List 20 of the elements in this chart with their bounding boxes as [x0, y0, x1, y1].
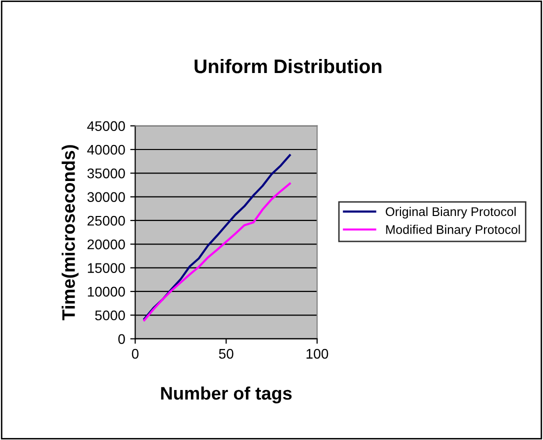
- legend-label: Modified Binary Protocol: [386, 224, 520, 236]
- x-tick-label: 50: [218, 348, 234, 359]
- legend-label: Original Bianry Protocol: [386, 206, 516, 219]
- y-tick-label: 0: [118, 334, 125, 344]
- y-tick-label: 40000: [87, 144, 125, 155]
- y-tick-label: 25000: [88, 216, 125, 226]
- x-axis-title: Number of tags: [161, 386, 292, 404]
- y-axis-title: Time(microseconds): [62, 145, 79, 320]
- line-series: [143, 182, 291, 322]
- y-tick-label: 5000: [95, 310, 125, 320]
- x-tick-label: 0: [132, 348, 139, 359]
- y-tick-label: 10000: [88, 286, 125, 297]
- y-tick-label: 35000: [87, 168, 125, 178]
- y-tick-label: 45000: [87, 121, 125, 132]
- y-tick-label: 30000: [87, 192, 125, 202]
- line-series: [143, 154, 291, 320]
- y-tick-label: 20000: [88, 239, 125, 250]
- x-tick-label: 100: [306, 348, 328, 359]
- chart-title: Uniform Distribution: [194, 58, 382, 74]
- y-tick-label: 15000: [88, 263, 125, 273]
